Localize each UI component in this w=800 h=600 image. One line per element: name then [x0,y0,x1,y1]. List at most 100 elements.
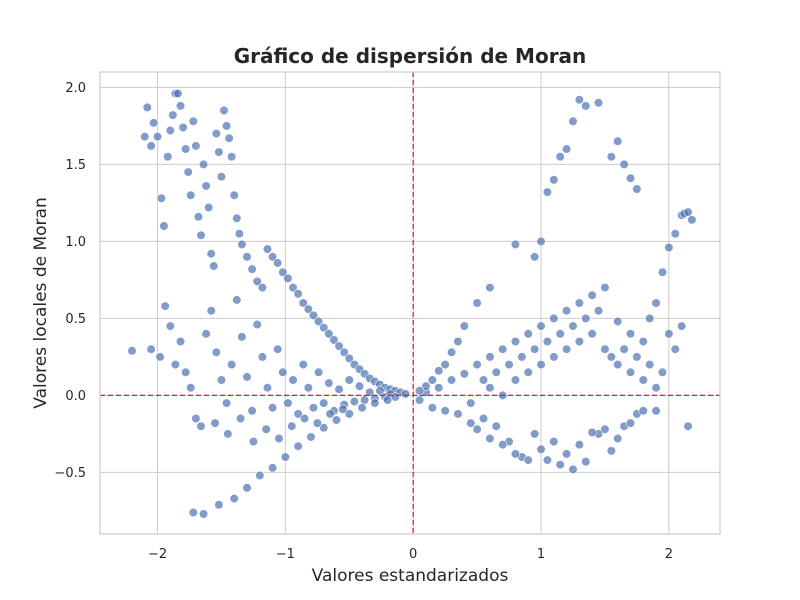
data-point [536,444,546,454]
data-point [549,313,559,324]
data-point [574,336,584,347]
data-point [446,347,457,357]
data-point [549,437,559,447]
data-point [198,509,209,519]
data-point [555,329,565,339]
data-point [232,213,242,223]
data-point [530,429,540,439]
data-point [472,424,482,434]
data-point [334,384,344,394]
data-point [221,121,232,131]
data-point [400,389,411,399]
data-point [273,344,283,354]
data-point [211,129,221,139]
data-point [606,152,616,162]
data-point [223,429,233,439]
data-point [181,144,191,154]
data-point [308,403,319,413]
data-point [219,105,229,116]
data-point [146,141,156,151]
data-point [555,460,565,470]
data-point [561,344,572,354]
data-point [510,336,521,347]
data-point [510,375,521,385]
data-point [434,366,444,376]
data-point [485,383,495,393]
data-point [587,427,597,437]
data-point [127,346,137,356]
data-point [237,239,247,250]
data-point [414,386,425,396]
data-point [236,413,246,424]
data-point [344,353,354,364]
data-point [542,336,553,347]
data-point [242,372,252,382]
x-axis-label: Valores estandarizados [312,566,509,586]
data-point [491,367,501,377]
data-point [224,133,234,143]
data-point [568,321,578,331]
x-tick-label: 1 [537,547,545,562]
data-point [257,283,267,293]
data-point [287,421,297,431]
x-tick-label: −1 [276,547,295,562]
data-point [293,289,303,299]
x-tick-label: 2 [665,547,673,562]
data-point [664,329,674,339]
data-point [625,367,636,377]
data-point [638,406,648,416]
data-point [255,470,265,481]
data-point [312,418,322,428]
data-point [530,252,540,262]
data-point [687,215,697,225]
data-point [183,167,193,177]
data-point [278,267,288,277]
data-point [156,193,166,203]
data-point [357,403,367,413]
data-point [536,321,546,331]
data-point [273,258,283,268]
reference-lines [100,72,720,534]
data-point [491,421,501,431]
data-point [651,298,661,308]
data-point [670,229,680,239]
data-point [232,295,242,305]
data-point [188,116,198,126]
data-point [165,321,175,331]
data-point [152,132,163,142]
data-point [683,207,693,217]
data-point [204,202,214,213]
data-point [587,329,597,339]
data-point [168,110,178,120]
data-point [606,446,616,456]
data-point [632,184,642,194]
data-point [478,413,489,424]
data-point [173,88,183,99]
data-point [140,132,150,142]
data-point [338,404,348,414]
data-point [375,386,385,396]
data-point [645,313,655,324]
data-point [278,367,288,377]
data-point [510,239,521,250]
data-point [542,187,553,197]
data-point [581,101,591,111]
data-point [414,395,425,405]
data-point [293,441,303,451]
data-point [365,387,375,397]
data-point [191,413,201,424]
data-point [651,383,661,393]
data-point [561,306,572,316]
data-point [214,500,224,510]
data-point [216,375,227,385]
data-point [324,329,334,339]
data-point [536,236,546,246]
data-point [619,344,629,354]
data-point [523,455,533,465]
data-point [159,221,169,231]
data-point [638,375,648,385]
data-point [160,301,170,311]
x-tick-label: 0 [409,547,417,562]
data-point [196,230,206,240]
data-point [485,283,495,293]
